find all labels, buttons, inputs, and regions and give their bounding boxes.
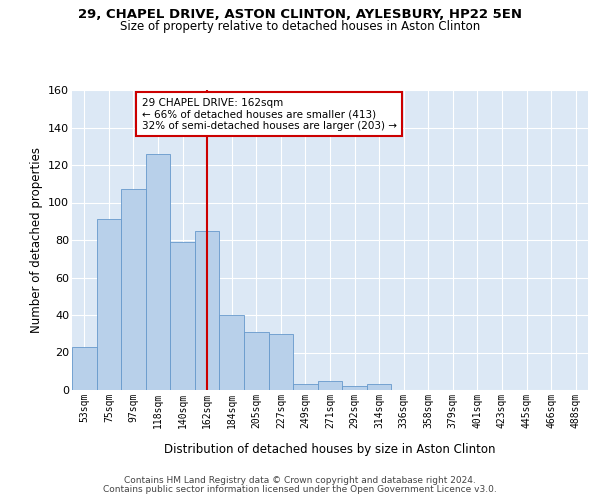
Y-axis label: Number of detached properties: Number of detached properties xyxy=(29,147,43,333)
Text: Distribution of detached houses by size in Aston Clinton: Distribution of detached houses by size … xyxy=(164,442,496,456)
Bar xyxy=(293,384,318,390)
Bar xyxy=(72,347,97,390)
Bar xyxy=(97,220,121,390)
Bar xyxy=(318,380,342,390)
Bar xyxy=(367,384,391,390)
Text: 29 CHAPEL DRIVE: 162sqm
← 66% of detached houses are smaller (413)
32% of semi-d: 29 CHAPEL DRIVE: 162sqm ← 66% of detache… xyxy=(142,98,397,130)
Bar xyxy=(220,315,244,390)
Bar xyxy=(269,334,293,390)
Bar xyxy=(121,190,146,390)
Text: Contains HM Land Registry data © Crown copyright and database right 2024.: Contains HM Land Registry data © Crown c… xyxy=(124,476,476,485)
Text: 29, CHAPEL DRIVE, ASTON CLINTON, AYLESBURY, HP22 5EN: 29, CHAPEL DRIVE, ASTON CLINTON, AYLESBU… xyxy=(78,8,522,20)
Text: Size of property relative to detached houses in Aston Clinton: Size of property relative to detached ho… xyxy=(120,20,480,33)
Bar xyxy=(170,242,195,390)
Bar xyxy=(146,154,170,390)
Bar xyxy=(244,332,269,390)
Text: Contains public sector information licensed under the Open Government Licence v3: Contains public sector information licen… xyxy=(103,485,497,494)
Bar xyxy=(342,386,367,390)
Bar xyxy=(195,230,220,390)
